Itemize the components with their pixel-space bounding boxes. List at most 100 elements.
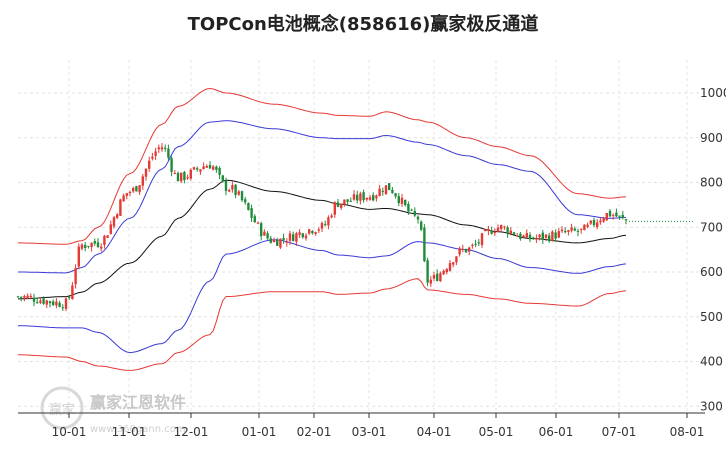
candle-body <box>26 295 29 298</box>
candle-body <box>605 213 608 221</box>
candle-body <box>359 193 362 201</box>
candle-body <box>340 203 343 208</box>
candle-body <box>304 235 308 239</box>
candle-body <box>250 208 253 218</box>
candle-body <box>496 227 500 232</box>
candle-body <box>576 230 580 232</box>
chart-title: TOPCon电池概念(858616)赢家极反通道 <box>187 14 539 35</box>
candle-body <box>42 298 45 304</box>
candle-body <box>535 238 538 240</box>
candle-body <box>352 194 356 200</box>
candle-body <box>160 147 164 150</box>
candle-body <box>192 167 196 170</box>
candle-body <box>346 199 349 202</box>
candle-body <box>196 168 199 170</box>
x-tick-label: 08-01 <box>670 425 705 439</box>
candle-body <box>183 172 186 181</box>
candle-body <box>436 273 439 281</box>
candle-body <box>176 172 180 182</box>
candle-body <box>218 167 221 175</box>
candle-body <box>260 223 263 237</box>
y-tick-label: 600 <box>700 265 723 279</box>
candle-body <box>570 227 573 231</box>
candle-body <box>212 166 215 170</box>
y-axis: 1000 900 800 700 600 500 400 300 <box>700 86 726 413</box>
candle-body <box>464 248 468 253</box>
candle-body <box>122 195 125 202</box>
candle-body <box>480 233 484 246</box>
candle-body <box>292 234 295 242</box>
candle-body <box>448 263 452 271</box>
candle-body <box>29 295 32 298</box>
candle-body <box>557 231 560 238</box>
candle-body <box>144 168 148 177</box>
candle-body <box>624 219 628 221</box>
candle-body <box>96 242 100 247</box>
candle-body <box>416 216 420 220</box>
x-tick-label: 05-01 <box>479 425 514 439</box>
watermark-url: www.360gann.com <box>90 424 186 435</box>
candle-body <box>410 209 413 211</box>
candle-body <box>132 187 135 192</box>
candle-body <box>407 203 410 212</box>
candle-body <box>125 193 128 196</box>
candle-body <box>455 256 458 263</box>
candle-body <box>141 176 144 186</box>
candle-body <box>247 202 250 210</box>
watermark-logo-text: 赢家 <box>49 402 75 418</box>
candle-body <box>519 233 522 239</box>
candle-body <box>314 232 317 234</box>
candle-body <box>583 224 586 231</box>
candle-body <box>68 296 71 298</box>
candle-body <box>618 215 621 217</box>
candle-body <box>90 242 93 248</box>
grid-lines <box>18 60 705 413</box>
candle-body <box>301 233 304 238</box>
candle-body <box>48 301 52 304</box>
candle-body <box>477 242 480 244</box>
candle-body <box>298 232 301 235</box>
candle-body <box>397 196 400 204</box>
outer-band-lower <box>18 278 627 371</box>
candle-body <box>189 169 192 179</box>
candle-body <box>285 241 288 243</box>
candle-body <box>269 238 272 243</box>
candle-body <box>109 224 112 234</box>
candle-body <box>564 231 567 233</box>
candle-body <box>522 235 525 238</box>
candle-body <box>525 233 528 238</box>
candle-body <box>372 195 375 201</box>
candle-body <box>368 197 372 200</box>
candle-body <box>32 297 36 302</box>
candle-body <box>538 234 541 238</box>
candle-body <box>71 285 74 300</box>
candle-body <box>484 230 487 232</box>
candle-body <box>308 229 311 234</box>
candle-body <box>317 229 320 231</box>
candle-body <box>170 158 173 172</box>
candle-body <box>509 230 512 234</box>
x-tick-label: 07-01 <box>602 425 637 439</box>
candle-body <box>173 173 176 175</box>
candle-body <box>61 307 64 309</box>
candle-body <box>138 185 141 193</box>
candle-body <box>516 235 519 237</box>
candle-body <box>39 300 42 303</box>
candle-body <box>560 229 564 232</box>
watermark-text: 赢家江恩软件 <box>90 393 186 412</box>
candle-body <box>423 227 426 262</box>
candle-body <box>608 210 612 217</box>
channel-bands <box>17 87 627 371</box>
candle-body <box>119 199 122 216</box>
candle-body <box>356 194 359 201</box>
candle-body <box>228 190 231 192</box>
candle-body <box>167 148 170 158</box>
candle-body <box>64 298 68 309</box>
candle-body <box>221 175 224 182</box>
candle-body <box>343 199 346 205</box>
candle-body <box>87 245 90 247</box>
candle-body <box>244 199 247 203</box>
candle-body <box>420 221 423 230</box>
candle-body <box>164 147 167 149</box>
candle-body <box>596 222 599 228</box>
